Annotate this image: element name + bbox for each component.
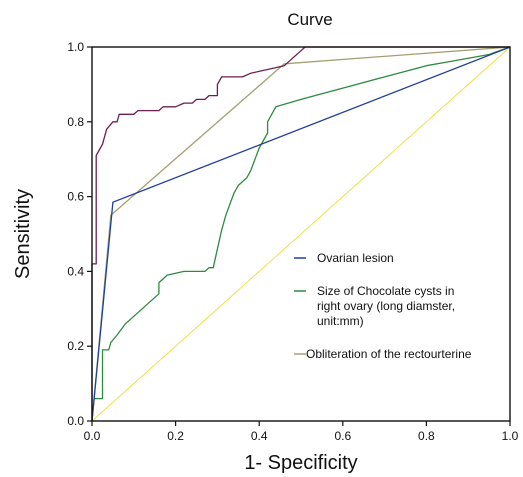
x-tick-label: 0.8 [418,429,435,443]
reference-line [91,46,511,422]
y-tick-label: 0.2 [67,339,84,353]
series-group [91,46,511,422]
y-axis-label: Sensitivity [12,189,34,279]
legend-label-obliteration: Obliteration of the rectourterine [306,347,472,361]
legend-label-chocolate-cysts: Size of Chocolate cysts in right ovary (… [317,284,458,328]
series-ovarian-lesion [91,46,511,422]
x-tick-label: 1.0 [502,429,519,443]
y-tick-label: 1.0 [67,40,84,54]
legend-label-ovarian-lesion: Ovarian lesion [317,251,394,265]
x-tick-label: 0.2 [167,429,184,443]
legend-label-chocolate-cysts-line-3: unit:mm) [317,314,364,328]
legend-label-chocolate-cysts-line-1: Size of Chocolate cysts in [317,284,454,298]
legend: Ovarian lesion Size of Chocolate cysts i… [294,251,472,361]
x-axis-ticks: 0.0 0.2 0.4 0.6 0.8 1.0 [84,421,519,443]
x-tick-label: 0.6 [334,429,351,443]
plot-area [91,46,511,422]
series-chocolate-cysts [91,46,511,422]
y-tick-label: 0.4 [67,264,84,278]
legend-item-chocolate-cysts: Size of Chocolate cysts in right ovary (… [294,284,458,328]
x-tick-label: 0.4 [251,429,268,443]
plot-frame [91,46,511,422]
x-tick-label: 0.0 [84,429,101,443]
legend-label-chocolate-cysts-line-2: right ovary (long diamster, [317,299,455,313]
legend-item-ovarian-lesion: Ovarian lesion [294,251,394,265]
y-tick-label: 0.8 [67,115,84,129]
roc-curve-purple [91,46,510,421]
y-tick-label: 0.6 [67,190,84,204]
y-axis-ticks: 0.0 0.2 0.4 0.6 0.8 1.0 [67,40,92,428]
x-axis-label: 1- Specificity [244,452,357,474]
chart-title: Curve [287,10,332,29]
legend-item-obliteration: Obliteration of the rectourterine [294,347,472,361]
y-tick-label: 0.0 [67,414,84,428]
